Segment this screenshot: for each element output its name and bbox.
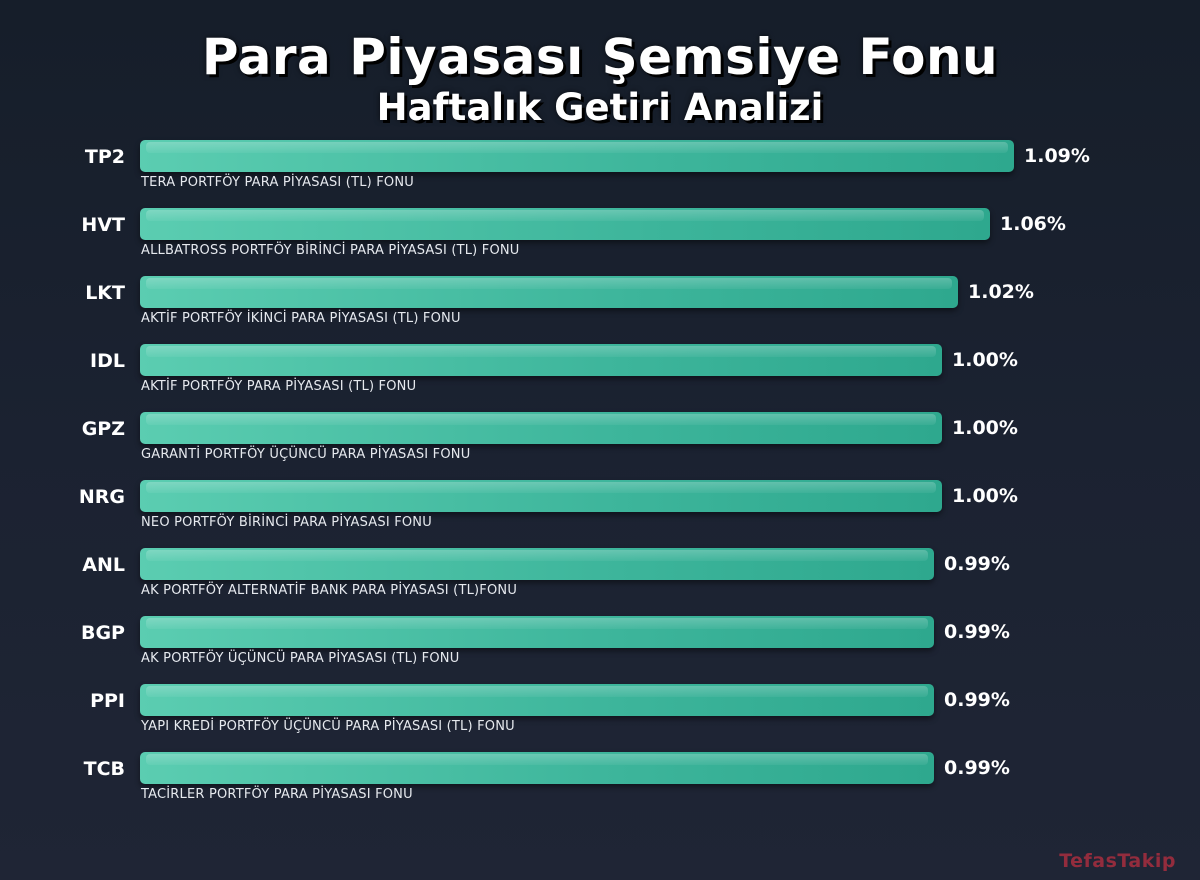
chart-title: Para Piyasası Şemsiye Fonu [201, 28, 999, 86]
category-label: HVT [81, 214, 125, 236]
fund-name-label: TERA PORTFÖY PARA PİYASASI (TL) FONU [141, 175, 415, 190]
fund-name-label: NEO PORTFÖY BİRİNCİ PARA PİYASASI FONU [141, 515, 432, 530]
chart-subtitle: Haftalık Getiri Analizi [376, 86, 824, 129]
fund-name-label: AKTİF PORTFÖY PARA PİYASASI (TL) FONU [141, 379, 417, 394]
category-label: TCB [83, 758, 125, 780]
value-label: 0.99% [944, 757, 1010, 779]
bar [140, 684, 934, 716]
category-label: ANL [82, 554, 125, 576]
bar [140, 412, 942, 444]
bar [140, 208, 990, 240]
category-label: GPZ [81, 418, 125, 440]
category-label: BGP [80, 622, 125, 644]
value-label: 0.99% [944, 553, 1010, 575]
bar [140, 616, 934, 648]
category-label: LKT [85, 282, 125, 304]
fund-name-label: TACİRLER PORTFÖY PARA PİYASASI FONU [141, 787, 413, 802]
bar [140, 752, 934, 784]
bar-row-ppi: PPI 0.99% YAPI KREDİ PORTFÖY ÜÇÜNCÜ PARA P… [0, 684, 1200, 752]
category-label: IDL [90, 350, 125, 372]
value-label: 1.06% [1000, 213, 1066, 235]
value-label: 0.99% [944, 621, 1010, 643]
fund-name-label: AKTİF PORTFÖY İKİNCİ PARA PİYASASI (TL) … [141, 311, 461, 326]
watermark-logo: TefasTakip [1059, 850, 1176, 872]
bar [140, 344, 942, 376]
value-label: 1.00% [952, 349, 1018, 371]
bar-row-gpz: GPZ 1.00% GARANTİ PORTFÖY ÜÇÜNCÜ PARA PİYA… [0, 412, 1200, 480]
fund-name-label: AK PORTFÖY ÜÇÜNCÜ PARA PİYASASI (TL) FON… [141, 651, 460, 666]
bar [140, 276, 958, 308]
bar-row-idl: IDL 1.00% AKTİF PORTFÖY PARA PİYASASI (TL)… [0, 344, 1200, 412]
bar-row-nrg: NRG 1.00% NEO PORTFÖY BİRİNCİ PARA PİYASAS… [0, 480, 1200, 548]
value-label: 0.99% [944, 689, 1010, 711]
value-label: 1.00% [952, 485, 1018, 507]
bar [140, 140, 1014, 172]
value-label: 1.09% [1024, 145, 1090, 167]
bar-row-tcb: TCB 0.99% TACİRLER PORTFÖY PARA PİYASASI F… [0, 752, 1200, 820]
category-label: PPI [90, 690, 125, 712]
value-label: 1.02% [968, 281, 1034, 303]
fund-name-label: YAPI KREDİ PORTFÖY ÜÇÜNCÜ PARA PİYASASI … [141, 719, 515, 734]
value-label: 1.00% [952, 417, 1018, 439]
bar [140, 548, 934, 580]
bar-row-bgp: BGP 0.99% AK PORTFÖY ÜÇÜNCÜ PARA PİYASASI … [0, 616, 1200, 684]
bar-row-hvt: HVT 1.06% ALLBATROSS PORTFÖY BİRİNCİ PARA … [0, 208, 1200, 276]
fund-name-label: GARANTİ PORTFÖY ÜÇÜNCÜ PARA PİYASASI FON… [141, 447, 471, 462]
bar-row-lkt: LKT 1.02% AKTİF PORTFÖY İKİNCİ PARA PİYASA… [0, 276, 1200, 344]
category-label: TP2 [84, 146, 125, 168]
bar-row-anl: ANL 0.99% AK PORTFÖY ALTERNATİF BANK PARA … [0, 548, 1200, 616]
fund-name-label: ALLBATROSS PORTFÖY BİRİNCİ PARA PİYASASI… [141, 243, 520, 258]
category-label: NRG [78, 486, 125, 508]
fund-name-label: AK PORTFÖY ALTERNATİF BANK PARA PİYASASI… [141, 583, 518, 598]
bar [140, 480, 942, 512]
bar-row-tp2: TP2 1.09% TERA PORTFÖY PARA PİYASASI (TL) … [0, 140, 1200, 208]
